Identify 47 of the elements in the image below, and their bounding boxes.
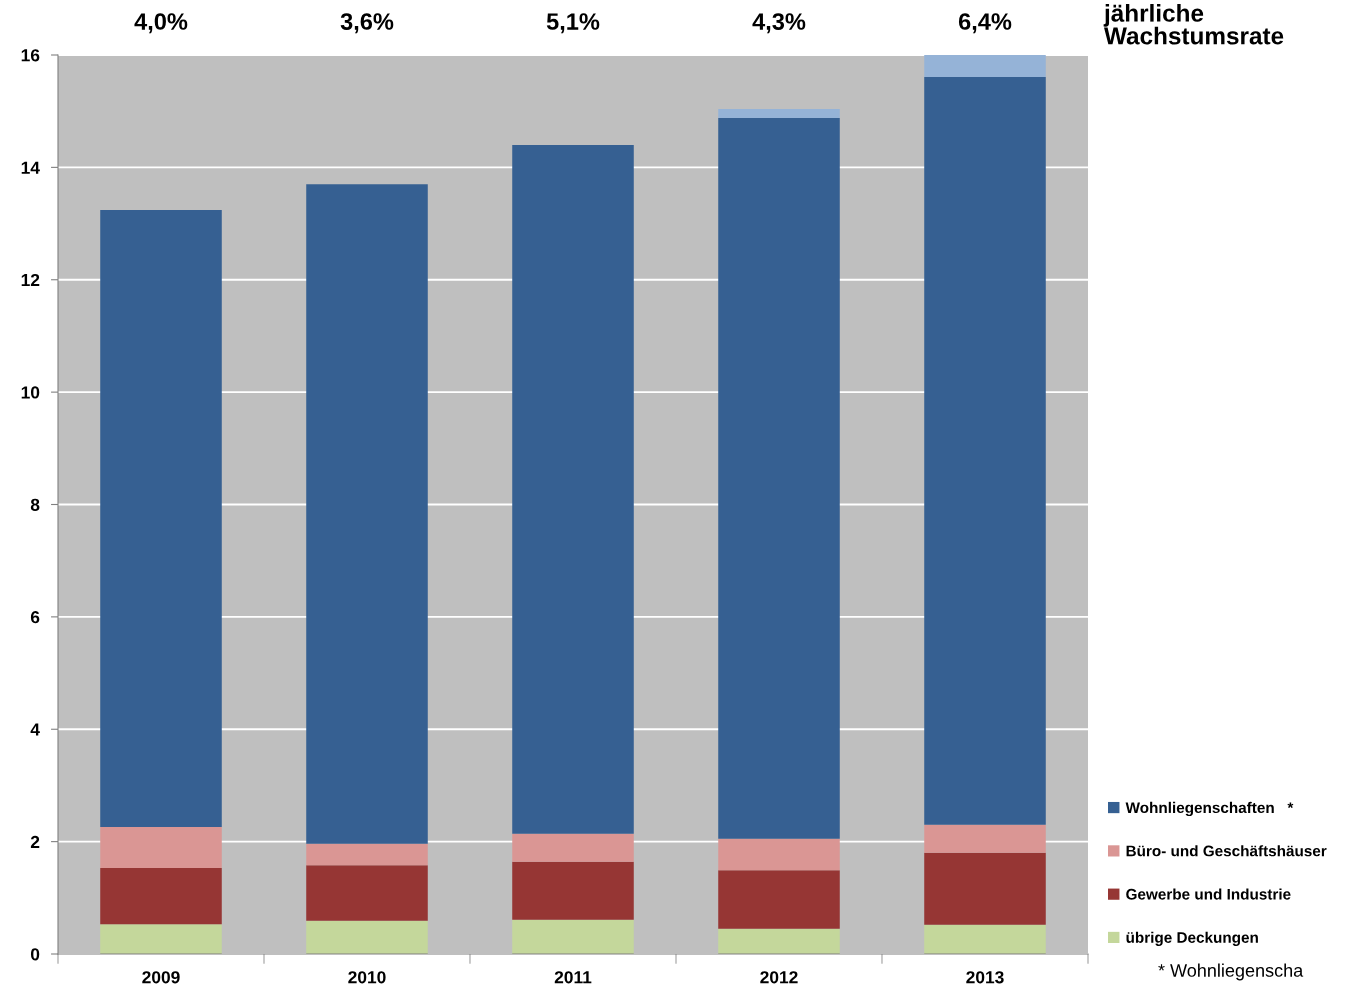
bar [512,144,634,834]
y-tick-label: 6 [30,611,40,624]
bar [718,108,840,118]
text: 5,1% [546,13,600,34]
bar [718,117,840,839]
text: jährliche Wachstumsrate [1103,4,1284,45]
bar [924,924,1046,954]
bar [100,210,222,828]
text: 4,3% [752,13,806,34]
legend-label: übrige Deckungen [1126,931,1258,946]
text: 3,6% [340,13,394,34]
legend-label: Büro- und Geschäftshäuser [1126,845,1327,857]
bar [100,924,222,954]
bar [306,920,428,954]
y-tick-label: 2 [30,835,40,848]
text: * Wohnliegenscha [1158,963,1304,981]
bar [100,868,222,925]
y-tick-label: 16 [21,49,40,62]
y-tick-label: 10 [21,386,40,399]
text: 6,4% [958,13,1012,34]
bar [306,865,428,921]
bar [100,827,222,869]
y-tick-label: 14 [21,161,40,174]
legend-label: Wohnliegenschaften * [1125,801,1294,817]
bar [718,838,840,871]
legend-label: Gewerbe und Industrie [1126,888,1291,900]
bar [718,870,840,929]
y-tick-label: 8 [30,498,40,511]
x-tick-label: 2013 [966,971,1004,984]
text: 4,0% [134,13,188,34]
bar [512,919,634,954]
y-tick-label: 4 [30,723,40,736]
x-tick-label: 2009 [142,971,180,984]
bar [306,184,428,844]
bar [718,928,840,954]
x-tick-label: 2012 [760,971,798,984]
y-tick-label: 0 [30,948,40,961]
bar [924,55,1046,77]
bar [924,76,1046,825]
x-tick-label: 2010 [348,971,386,984]
bar [512,833,634,862]
bar [924,852,1046,925]
bar [512,861,634,920]
bar [306,843,428,866]
bar [924,824,1046,853]
y-tick-label: 12 [21,273,40,287]
x-tick-label: 2011 [554,971,592,984]
